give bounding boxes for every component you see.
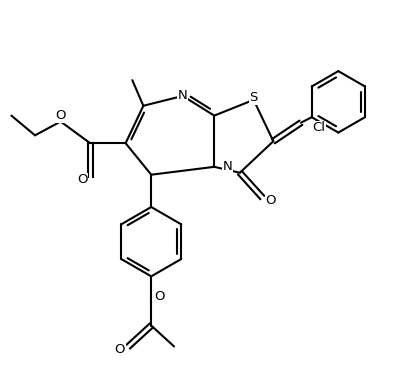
Text: Cl: Cl xyxy=(313,121,326,134)
Text: N: N xyxy=(223,160,233,173)
Text: S: S xyxy=(249,91,258,104)
Text: O: O xyxy=(266,194,276,207)
Text: O: O xyxy=(55,109,66,122)
Text: N: N xyxy=(178,89,188,103)
Text: O: O xyxy=(155,290,165,303)
Text: O: O xyxy=(77,173,88,186)
Text: O: O xyxy=(114,343,125,356)
